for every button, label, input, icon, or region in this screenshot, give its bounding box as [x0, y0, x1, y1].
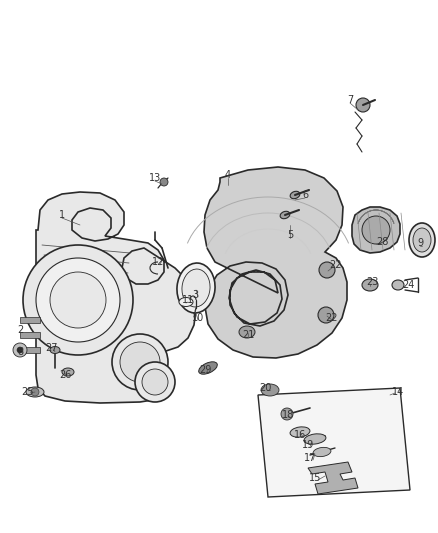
Text: 26: 26: [59, 370, 71, 380]
Polygon shape: [352, 207, 400, 253]
Text: 16: 16: [294, 430, 306, 440]
Circle shape: [135, 362, 175, 402]
Text: 21: 21: [242, 330, 254, 340]
Text: 11: 11: [182, 295, 194, 305]
Text: 3: 3: [192, 290, 198, 300]
Polygon shape: [36, 192, 196, 403]
Text: 24: 24: [402, 280, 414, 290]
Circle shape: [356, 98, 370, 112]
Ellipse shape: [179, 297, 193, 306]
Circle shape: [31, 388, 39, 396]
Circle shape: [50, 272, 106, 328]
Text: 28: 28: [376, 237, 388, 247]
Circle shape: [318, 307, 334, 323]
Circle shape: [23, 245, 133, 355]
Text: 2: 2: [17, 325, 23, 335]
Text: 17: 17: [304, 453, 316, 463]
Text: 8: 8: [17, 347, 23, 357]
Ellipse shape: [177, 263, 215, 313]
Ellipse shape: [239, 326, 255, 338]
Text: 4: 4: [225, 170, 231, 180]
Text: 9: 9: [417, 238, 423, 248]
Text: 15: 15: [309, 473, 321, 483]
Circle shape: [36, 258, 120, 342]
Ellipse shape: [290, 427, 310, 437]
Ellipse shape: [26, 387, 44, 397]
Text: 29: 29: [199, 365, 211, 375]
Text: 12: 12: [152, 257, 164, 267]
Polygon shape: [258, 388, 410, 497]
Circle shape: [160, 178, 168, 186]
Text: 19: 19: [302, 440, 314, 450]
Text: 1: 1: [59, 210, 65, 220]
Ellipse shape: [280, 211, 290, 219]
Text: 20: 20: [259, 383, 271, 393]
Circle shape: [142, 369, 168, 395]
Text: 5: 5: [287, 230, 293, 240]
Text: 22: 22: [329, 260, 341, 270]
Ellipse shape: [62, 368, 74, 376]
Ellipse shape: [199, 362, 217, 374]
Ellipse shape: [261, 384, 279, 396]
Polygon shape: [308, 462, 358, 494]
Ellipse shape: [409, 223, 435, 257]
Circle shape: [13, 343, 27, 357]
Ellipse shape: [392, 280, 404, 290]
Ellipse shape: [290, 191, 300, 199]
Ellipse shape: [50, 346, 60, 353]
Circle shape: [17, 347, 23, 353]
Polygon shape: [20, 332, 40, 338]
Ellipse shape: [313, 447, 331, 457]
Polygon shape: [204, 167, 347, 358]
Text: 10: 10: [192, 313, 204, 323]
Text: 22: 22: [326, 313, 338, 323]
Text: 27: 27: [46, 343, 58, 353]
Ellipse shape: [413, 228, 431, 252]
Polygon shape: [20, 317, 40, 323]
Polygon shape: [20, 347, 40, 353]
Text: 18: 18: [282, 410, 294, 420]
Text: 7: 7: [347, 95, 353, 105]
Circle shape: [362, 216, 390, 244]
Ellipse shape: [362, 279, 378, 291]
Text: 14: 14: [392, 387, 404, 397]
Circle shape: [120, 342, 160, 382]
Text: 25: 25: [22, 387, 34, 397]
Ellipse shape: [182, 269, 210, 307]
Ellipse shape: [304, 434, 326, 444]
Text: 6: 6: [302, 190, 308, 200]
Circle shape: [281, 408, 293, 420]
Text: 23: 23: [366, 277, 378, 287]
Circle shape: [319, 262, 335, 278]
Circle shape: [112, 334, 168, 390]
Text: 13: 13: [149, 173, 161, 183]
